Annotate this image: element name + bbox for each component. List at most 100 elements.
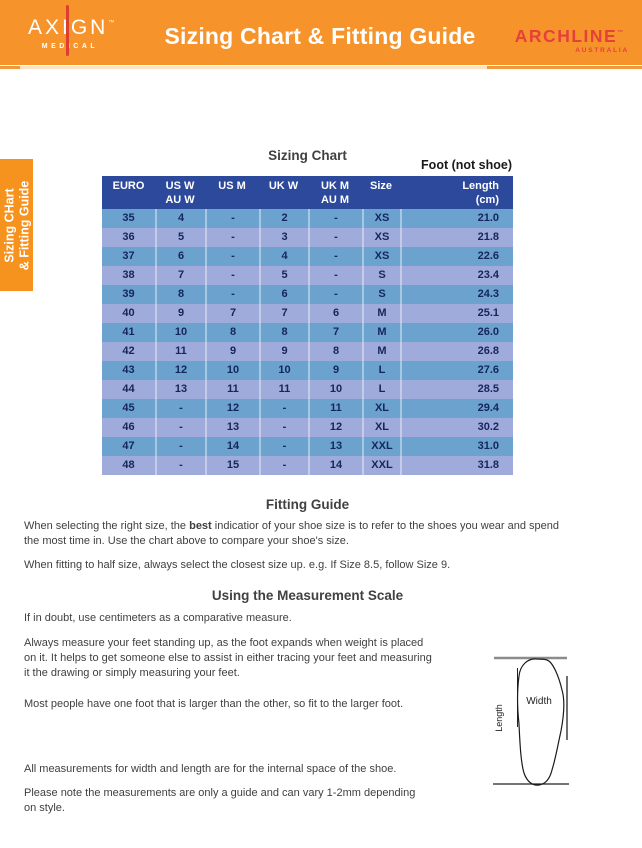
table-cell: 36 [122,231,135,243]
table-cell: 9 [259,342,308,361]
table-cell: 11 [155,342,205,361]
table-cell: 6 [155,247,205,266]
table-cell: 21.0 [400,209,513,228]
table-cell: 23.4 [400,266,513,285]
table-cell: 39 [122,288,135,300]
table-cell: - [259,399,308,418]
table-row: 43 12 10 10 9 L 27.6 [102,361,513,380]
table-cell: M [362,323,400,342]
table-cell: 13 [155,380,205,399]
table-row: 44 13 11 11 10 L 28.5 [102,380,513,399]
width-label: Width [526,696,552,707]
table-cell: - [155,399,205,418]
table-row: 36 5-3- XS 21.8 [102,228,513,247]
length-label: Length [494,704,504,732]
header-divider [0,66,642,69]
table-row: 47-14-13 XXL 31.0 [102,437,513,456]
column-header-size: Size [362,176,400,209]
measurement-paragraph-4: All measurements for width and length ar… [24,763,397,775]
sizing-chart-heading: Sizing Chart [268,148,347,163]
axign-logo-subtitle: MEDICAL [41,43,99,50]
table-cell: 7 [259,304,308,323]
table-cell: - [259,418,308,437]
table-cell: 6 [308,304,362,323]
table-cell: 11 [259,380,308,399]
column-header-euro: EURO [102,176,155,209]
table-cell: 41 [122,326,135,338]
table-cell: 13 [205,418,259,437]
table-cell: S [362,285,400,304]
measurement-paragraph-3: Most people have one foot that is larger… [24,698,404,710]
table-cell: 40 [122,307,135,319]
foot-not-shoe-label: Foot (not shoe) [421,158,512,172]
table-cell: - [205,228,259,247]
sizing-table: EURO US W AU W US M UK W UK M AU M Size Le… [102,176,513,475]
table-cell: 8 [308,342,362,361]
table-cell: 35 [122,212,135,224]
table-cell: 8 [259,323,308,342]
trademark-symbol: ™ [617,30,624,36]
table-cell: 26.8 [400,342,513,361]
table-cell: 21.8 [400,228,513,247]
table-cell: 37 [122,250,135,262]
table-cell: L [362,380,400,399]
foot-measurement-diagram: Width Length [493,656,569,786]
column-header-us-m: US M [205,176,259,209]
measurement-scale-heading: Using the Measurement Scale [211,588,404,603]
header-line2: AU W [165,193,195,206]
table-cell: 28.5 [400,380,513,399]
table-cell: XS [362,247,400,266]
sizing-table-header: EURO US W AU W US M UK W UK M AU M Size Le… [102,176,513,209]
table-cell: 47 [122,440,135,452]
table-cell: - [308,247,362,266]
table-cell: 10 [205,361,259,380]
table-cell: - [259,437,308,456]
axign-red-stroke-icon [66,5,69,56]
archline-logo-subtitle: AUSTRALIA [575,47,629,54]
paragraph-text: indicatior of your shoe size is to refer… [24,520,560,547]
axign-logo-name: AXIGN™ [28,11,115,40]
table-cell: XXL [362,456,400,475]
table-cell: 14 [308,456,362,475]
header-line1: UK M [320,180,350,192]
header-line1: EURO [112,180,145,192]
archline-logo: ARCHLINE™ AUSTRALIA [506,24,632,55]
table-cell: M [362,304,400,323]
table-row: 39 8-6- S 24.3 [102,285,513,304]
measurement-paragraph-5: Please note the measurements are only a … [24,787,416,814]
table-row: 45-12-11 XL 29.4 [102,399,513,418]
table-cell: 5 [259,266,308,285]
table-row: 38 7-5- S 23.4 [102,266,513,285]
table-cell: 12 [205,399,259,418]
table-cell: 45 [122,402,135,414]
table-cell: 9 [155,304,205,323]
table-cell: 27.6 [400,361,513,380]
measurement-paragraph-2: Always measure your feet standing up, as… [24,637,432,679]
table-cell: - [205,209,259,228]
table-cell: 38 [122,269,135,281]
header-line1: US W [165,180,195,192]
archline-logo-name: ARCHLINE™ [506,24,632,46]
side-tab: Sizing CHart & Fitting Guide [0,159,33,291]
fitting-guide-paragraph-1: When selecting the right size, the best … [24,519,624,549]
table-cell: - [308,209,362,228]
table-cell: 22.6 [400,247,513,266]
header-line2: AU M [320,193,350,206]
table-cell: 25.1 [400,304,513,323]
side-tab-label: Sizing CHart & Fitting Guide [0,159,33,291]
column-header-length: Length (cm) [400,176,513,209]
table-cell: 7 [205,304,259,323]
table-cell: XL [362,399,400,418]
paragraph-text: When selecting the right size, the [24,520,190,532]
fitting-guide-heading: Fitting Guide [265,497,350,512]
header-banner: AXIGN™ MEDICAL Sizing Chart & Fitting Gu… [0,0,642,65]
table-row: 40 9 7 7 6 M 25.1 [102,304,513,323]
table-cell: - [308,228,362,247]
table-cell: 7 [155,266,205,285]
trademark-symbol: ™ [108,20,115,26]
table-row: 48-15-14 XXL 31.8 [102,456,513,475]
table-cell: 9 [205,342,259,361]
table-cell: 4 [259,247,308,266]
table-cell: L [362,361,400,380]
table-cell: 8 [155,285,205,304]
